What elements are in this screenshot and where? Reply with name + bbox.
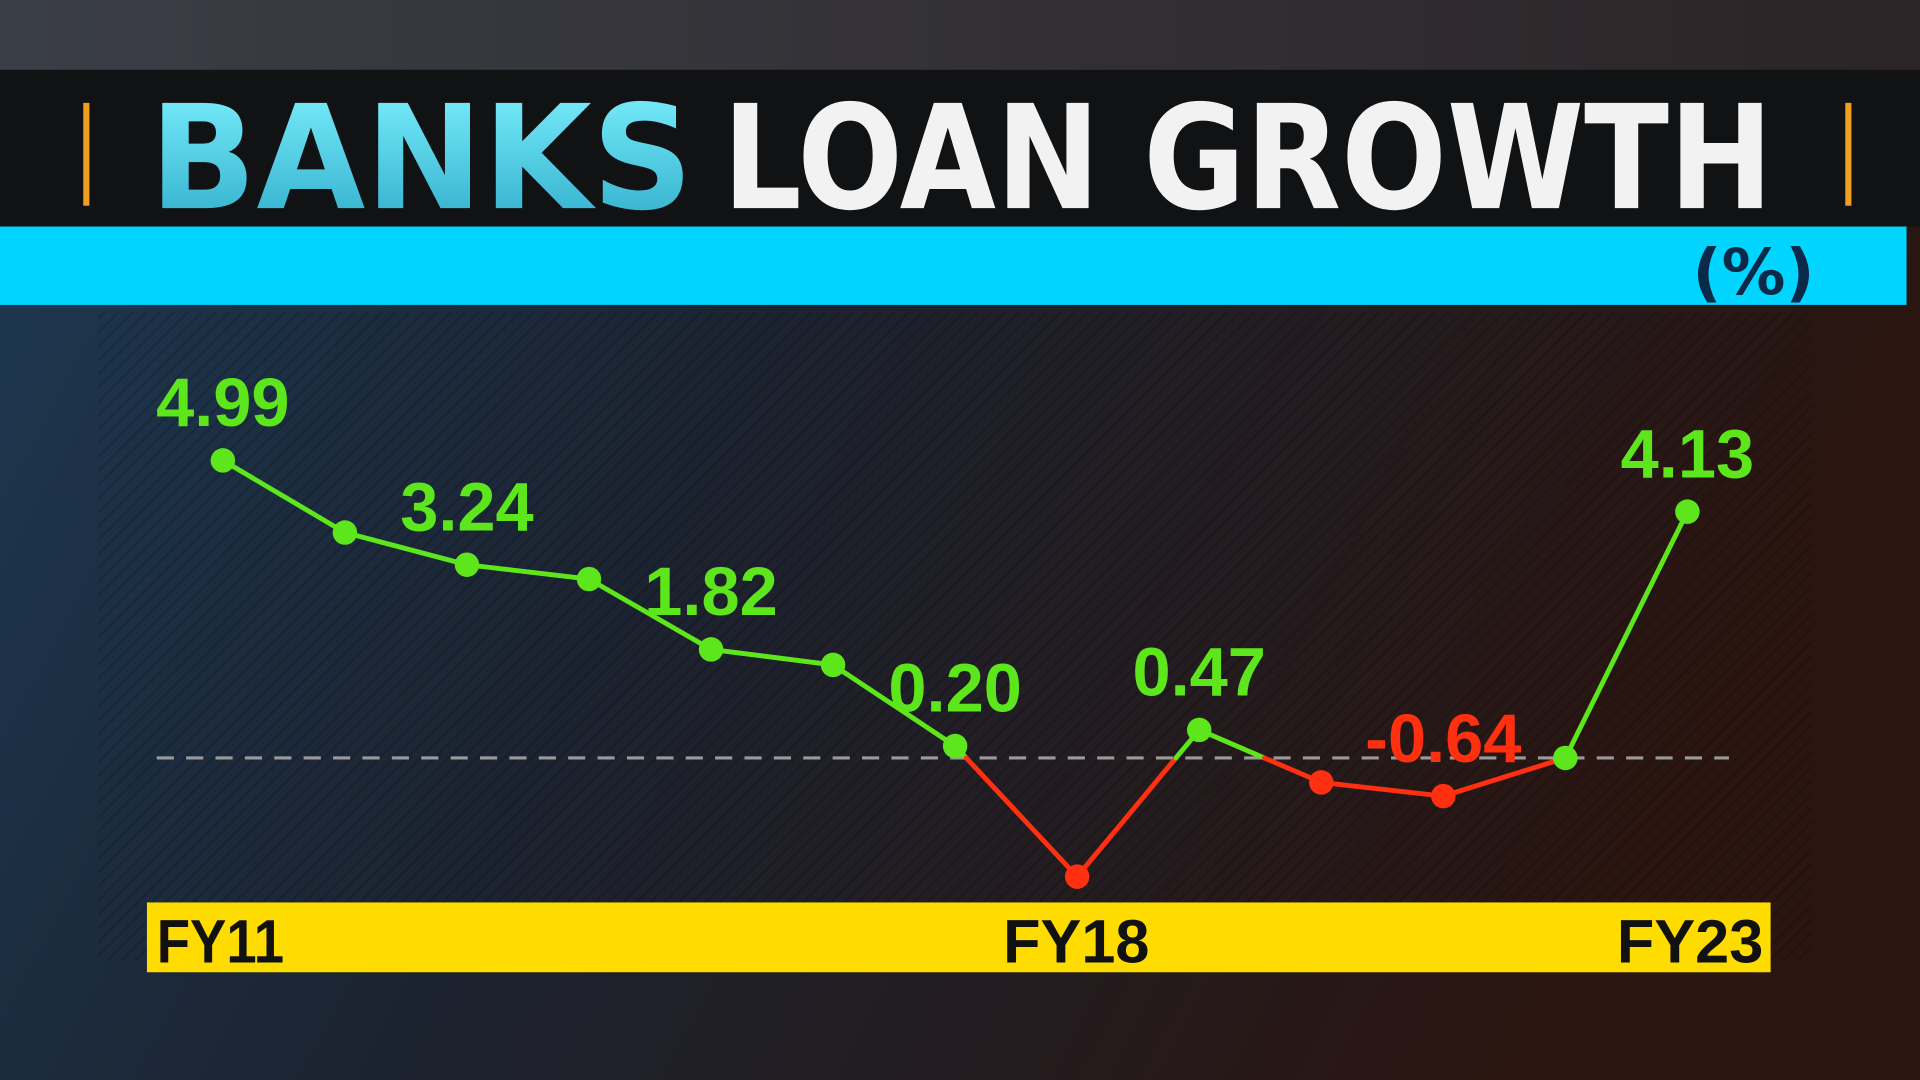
x-tick-fy11: FY11	[157, 907, 284, 975]
unit-label: (%)	[1692, 236, 1814, 310]
line-segment-FY16	[830, 662, 958, 749]
data-label-FY21: -0.64	[1365, 700, 1521, 777]
data-point-FY13	[454, 552, 480, 577]
x-tick-fy23: FY23	[1617, 907, 1763, 975]
data-point-FY23	[1675, 499, 1700, 524]
data-label-FY15: 1.82	[644, 553, 777, 630]
line-segment-FY15	[708, 646, 836, 668]
data-label-FY23: 4.13	[1621, 415, 1754, 492]
data-label-FY13: 3.24	[400, 468, 533, 545]
x-tick-fy18: FY18	[1003, 907, 1149, 975]
data-labels: 4.99 3.24 1.82 0.20 0.47 -0.64 4.13	[156, 364, 1754, 777]
line-segment-FY14	[586, 576, 714, 652]
data-point-FY17	[942, 733, 968, 759]
data-label-FY19: 0.47	[1132, 634, 1265, 711]
title-main: LOAN GROWTH	[722, 75, 1773, 243]
data-point-FY18	[1064, 864, 1090, 889]
title-accent: BANKS	[149, 75, 693, 243]
data-point-FY19	[1186, 717, 1212, 743]
cyan-subtitle-bar	[0, 226, 1907, 305]
data-point-FY22	[1553, 745, 1578, 771]
line-segment-FY20	[1318, 779, 1446, 799]
left-orange-tick	[83, 102, 90, 206]
data-point-FY15	[698, 637, 724, 662]
data-point-FY11	[210, 448, 236, 473]
line-segment-FY17-b	[963, 755, 1080, 880]
data-point-FY20	[1309, 770, 1334, 795]
title-bar	[0, 69, 1920, 227]
data-point-FY21	[1431, 783, 1456, 809]
line-segment-FY22	[1562, 509, 1690, 761]
line-segment-FY18-a	[1074, 755, 1179, 880]
line-segment-FY12	[342, 530, 470, 568]
data-label-FY17: 0.20	[888, 650, 1021, 727]
data-point-FY14	[576, 566, 602, 592]
line-segment-FY21-a	[1440, 755, 1568, 799]
x-axis-band	[146, 902, 1771, 973]
data-point-FY12	[332, 520, 358, 545]
top-background	[0, 0, 1920, 74]
data-point-FY16	[820, 652, 846, 678]
plot-texture	[97, 312, 1813, 962]
data-label-FY11: 4.99	[156, 364, 289, 441]
right-orange-tick	[1845, 102, 1852, 206]
line-segment-FY11	[220, 457, 348, 535]
data-points	[210, 448, 1700, 889]
line-segment-FY13	[464, 562, 592, 582]
